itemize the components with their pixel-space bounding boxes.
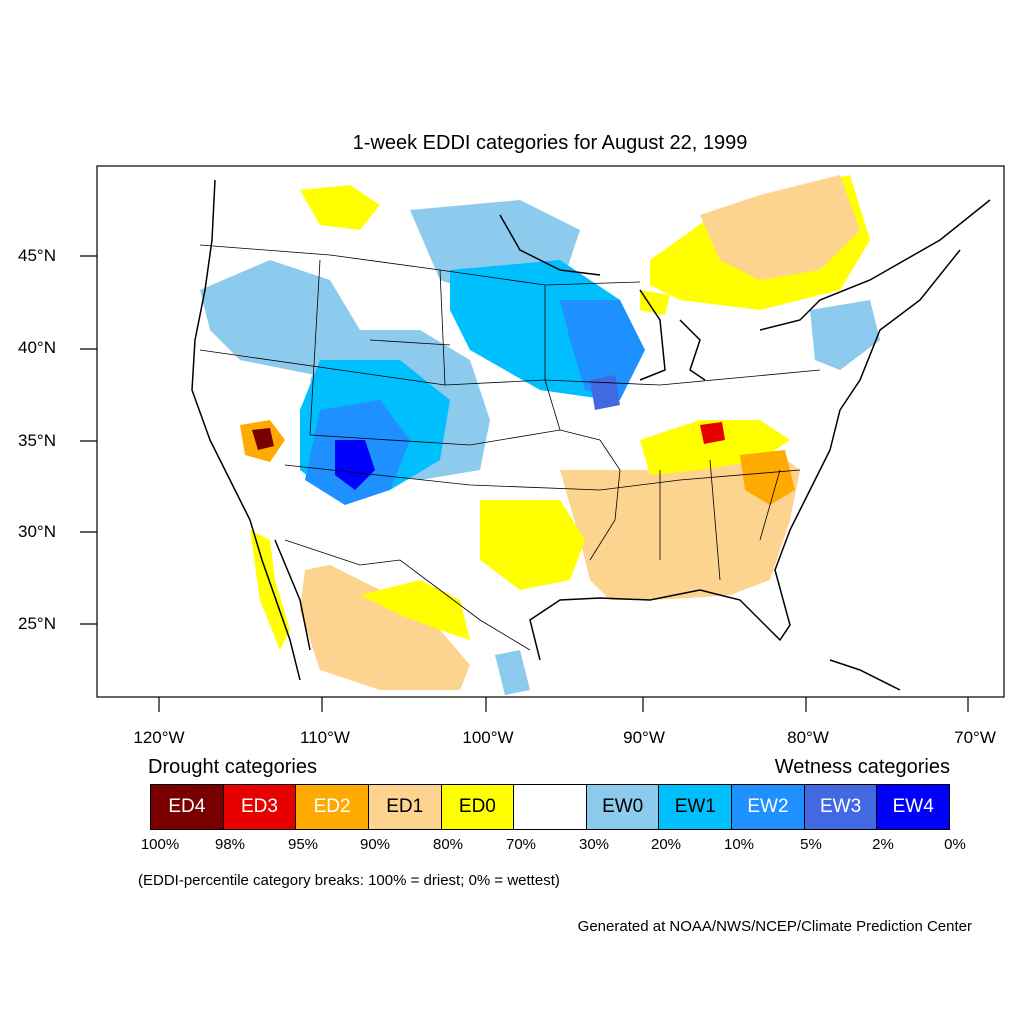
map-title: 1-week EDDI categories for August 22, 19…: [352, 132, 748, 154]
legend-bar: ED4 ED3 ED2 ED1 ED0 EW0 EW1 EW2 EW3 EW4: [150, 784, 950, 830]
state-line: [709, 459, 721, 581]
coastline: [639, 289, 666, 381]
wet-core-iowa: [590, 375, 620, 410]
wet-region-pacific-northwest: [200, 260, 360, 380]
drought-region-mexico-north: [360, 580, 470, 640]
break-label: 98%: [214, 836, 246, 853]
legend-swatch-ed3: ED3: [223, 785, 297, 829]
state-line: [544, 285, 561, 431]
coastline: [499, 214, 601, 276]
break-label: 0%: [944, 836, 966, 853]
plot-frame: [96, 165, 1005, 698]
drought-region-alberta: [300, 185, 380, 230]
country-border: [199, 244, 641, 286]
legend-swatch-ed2: ED2: [296, 785, 369, 829]
wet-region-tamaulipas: [495, 650, 530, 695]
state-line: [309, 429, 601, 446]
legend-swatch-neutral: [514, 785, 587, 829]
legend-swatch-ew0: EW0: [586, 785, 660, 829]
drought-region-quebec: [700, 175, 860, 280]
drought-region-texas: [480, 500, 585, 590]
coastline: [529, 249, 961, 661]
lon-label-110w: 110°W: [300, 728, 350, 747]
lon-label-100w: 100°W: [462, 728, 514, 747]
break-label: 90%: [359, 836, 391, 853]
lat-label-25: 25°N: [18, 614, 56, 633]
lon-label-80w: 80°W: [787, 728, 829, 747]
legend-swatch-ew3: EW3: [804, 785, 878, 829]
drought-region-kentucky: [700, 422, 725, 444]
coastline: [274, 539, 311, 651]
credit-text: Generated at NOAA/NWS/NCEP/Climate Predi…: [577, 918, 972, 935]
drought-region-carolinas: [740, 450, 795, 505]
lat-label-45: 45°N: [18, 246, 56, 265]
drought-core-nevada: [252, 428, 274, 450]
drought-region-southeast: [560, 440, 800, 600]
break-label: 20%: [650, 836, 682, 853]
wetness-caption: Wetness categories: [774, 756, 950, 778]
legend-swatch-ed0: ED0: [441, 785, 515, 829]
wet-region-wisconsin: [560, 300, 645, 400]
break-label: 100%: [140, 836, 180, 853]
country-border: [284, 539, 531, 651]
drought-caption: Drought categories: [148, 756, 317, 778]
lat-label-35: 35°N: [18, 431, 56, 450]
lon-label-120w: 120°W: [133, 728, 185, 747]
category-note: (EDDI-percentile category breaks: 100% =…: [138, 872, 560, 889]
wet-region-new-england: [810, 300, 880, 370]
break-label: 95%: [287, 836, 319, 853]
coastline: [829, 659, 901, 691]
legend-swatch-ew2: EW2: [732, 785, 805, 829]
state-line: [589, 439, 621, 561]
state-line: [309, 259, 321, 436]
coastline: [679, 319, 706, 381]
coastline: [191, 179, 301, 681]
legend-swatch-ed4: ED4: [151, 785, 224, 829]
lon-label-90w: 90°W: [623, 728, 665, 747]
break-label: 10%: [723, 836, 755, 853]
coastline: [759, 199, 991, 331]
lat-label-40: 40°N: [18, 338, 56, 357]
legend-swatch-ed1: ED1: [368, 785, 442, 829]
drought-region-baja: [250, 530, 290, 650]
break-label: 30%: [578, 836, 610, 853]
legend-swatch-ew4: EW4: [877, 785, 950, 829]
state-line: [759, 469, 781, 541]
state-line: [439, 269, 446, 386]
lon-label-70w: 70°W: [954, 728, 996, 747]
wet-core-utah: [335, 440, 375, 490]
break-label: 80%: [432, 836, 464, 853]
state-line: [284, 464, 801, 491]
break-label: 5%: [800, 836, 822, 853]
legend-swatch-ew1: EW1: [659, 785, 733, 829]
drought-region-mexico: [300, 565, 470, 690]
state-line: [369, 339, 451, 346]
lat-label-30: 30°N: [18, 522, 56, 541]
break-label: 2%: [872, 836, 894, 853]
drought-region-michigan-north: [640, 290, 670, 315]
break-label: 70%: [505, 836, 537, 853]
